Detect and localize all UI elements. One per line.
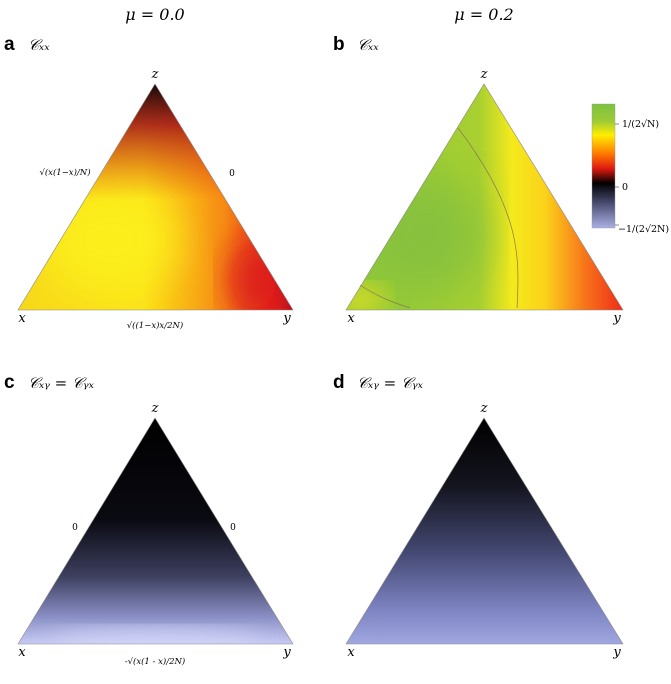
colorbar-gradient [591,103,616,229]
colorbar-bottom-label: −1/(2√2N) [618,224,669,235]
panel-d-vertex-y: y [612,645,621,660]
panel-c-vertex-y: y [282,645,291,660]
panel-b-contour-right [457,127,519,309]
panel-a-heatmap [18,84,293,310]
panel-d-vertex-z: z [480,401,488,416]
panel-d-title: 𝒞ₓᵧ = 𝒞ᵧₓ [357,374,424,392]
panel-c-right-edge-label: 0 [230,523,236,533]
panel-a-bottom-edge-label: √((1−x)x/2N) [127,320,184,331]
colorbar-top-label: 1/(2√N) [622,119,659,130]
panel-c-vertex-z: z [151,401,159,416]
panel-d: d 𝒞ₓᵧ = 𝒞ᵧₓ z x y [333,372,624,660]
panel-a: a 𝒞ₓₓ z x y √(x(1−x)/N) 0 √((1−x)x/2N) [4,34,294,331]
panel-b-contour-left [359,284,411,309]
panel-c-bottom-edge-label: -√(x(1 - x)/2N) [125,656,186,667]
colorbar-mid-label: 0 [622,182,628,193]
panel-c: c 𝒞ₓᵧ = 𝒞ᵧₓ z x y 0 0 -√(x(1 - x)/2N) [4,372,294,667]
panel-b-letter: b [333,34,345,55]
column-title-left: μ = 0.0 [125,5,184,24]
column-title-right: μ = 0.2 [454,5,513,24]
panel-a-title: 𝒞ₓₓ [28,36,50,54]
panel-a-letter: a [4,34,15,55]
panel-a-vertex-x: x [18,311,26,326]
panel-c-heatmap [18,418,293,644]
panel-c-letter: c [4,372,15,393]
colorbar: 1/(2√N) 0 −1/(2√2N) [591,103,669,235]
panel-a-vertex-y: y [282,311,291,326]
panel-d-heatmap [346,418,623,644]
panel-c-left-edge-label: 0 [72,523,78,533]
panel-b-vertex-x: x [347,311,355,326]
panel-c-title: 𝒞ₓᵧ = 𝒞ᵧₓ [28,374,95,392]
panel-a-left-edge-label: √(x(1−x)/N) [39,167,90,178]
panel-b-vertex-z: z [480,67,488,82]
panel-a-vertex-z: z [151,67,159,82]
panel-b-title: 𝒞ₓₓ [357,36,379,54]
panel-d-vertex-x: x [347,645,355,660]
panel-b-vertex-y: y [612,311,621,326]
panel-d-letter: d [333,372,345,393]
panel-c-vertex-x: x [18,645,26,660]
panel-a-right-edge-label: 0 [229,169,235,179]
panel-b: b 𝒞ₓₓ z x y 1/(2√N) 0 −1/(2√2N) [333,34,669,326]
